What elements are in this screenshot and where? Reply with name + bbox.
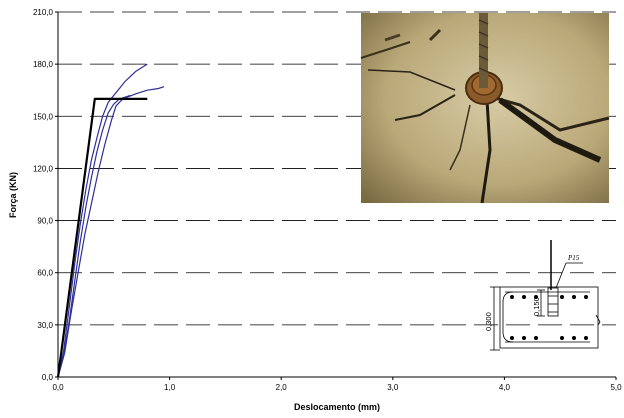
photo-inset — [360, 13, 610, 204]
y-tick-label: 30,0 — [37, 321, 53, 330]
y-tick-label: 210,0 — [33, 8, 54, 17]
series-line-4 — [56, 97, 148, 378]
y-tick-label: 60,0 — [37, 269, 53, 278]
detail-label-0150: 0,150 — [532, 297, 541, 316]
x-tick-label: 0,0 — [52, 383, 64, 392]
y-tick-label: 90,0 — [37, 217, 53, 226]
y-tick-label: 0,0 — [42, 373, 54, 382]
detail-label-p15: P15 — [567, 254, 580, 262]
y-axis-title: Força (KN) — [8, 172, 18, 218]
series-line-1 — [57, 63, 148, 378]
y-tick-label: 120,0 — [33, 164, 54, 173]
series-line-2 — [57, 86, 165, 378]
series-group — [56, 63, 165, 378]
detail-label-0300: 0,300 — [484, 312, 493, 331]
x-tick-label: 4,0 — [499, 383, 511, 392]
x-tick-label: 5,0 — [610, 383, 622, 392]
series-line-3 — [57, 94, 131, 378]
y-tick-label: 180,0 — [33, 60, 54, 69]
ticks: 0,0 30,0 60,0 90,0 120,0 150,0 180,0 210,0 0,0 1,… — [33, 8, 622, 392]
x-tick-label: 1,0 — [164, 383, 176, 392]
x-axis-title: Deslocamento (mm) — [294, 402, 380, 412]
axes — [57, 12, 616, 378]
y-tick-label: 150,0 — [33, 112, 54, 121]
x-tick-label: 2,0 — [276, 383, 288, 392]
detail-drawing — [490, 240, 601, 351]
x-tick-label: 3,0 — [387, 383, 399, 392]
